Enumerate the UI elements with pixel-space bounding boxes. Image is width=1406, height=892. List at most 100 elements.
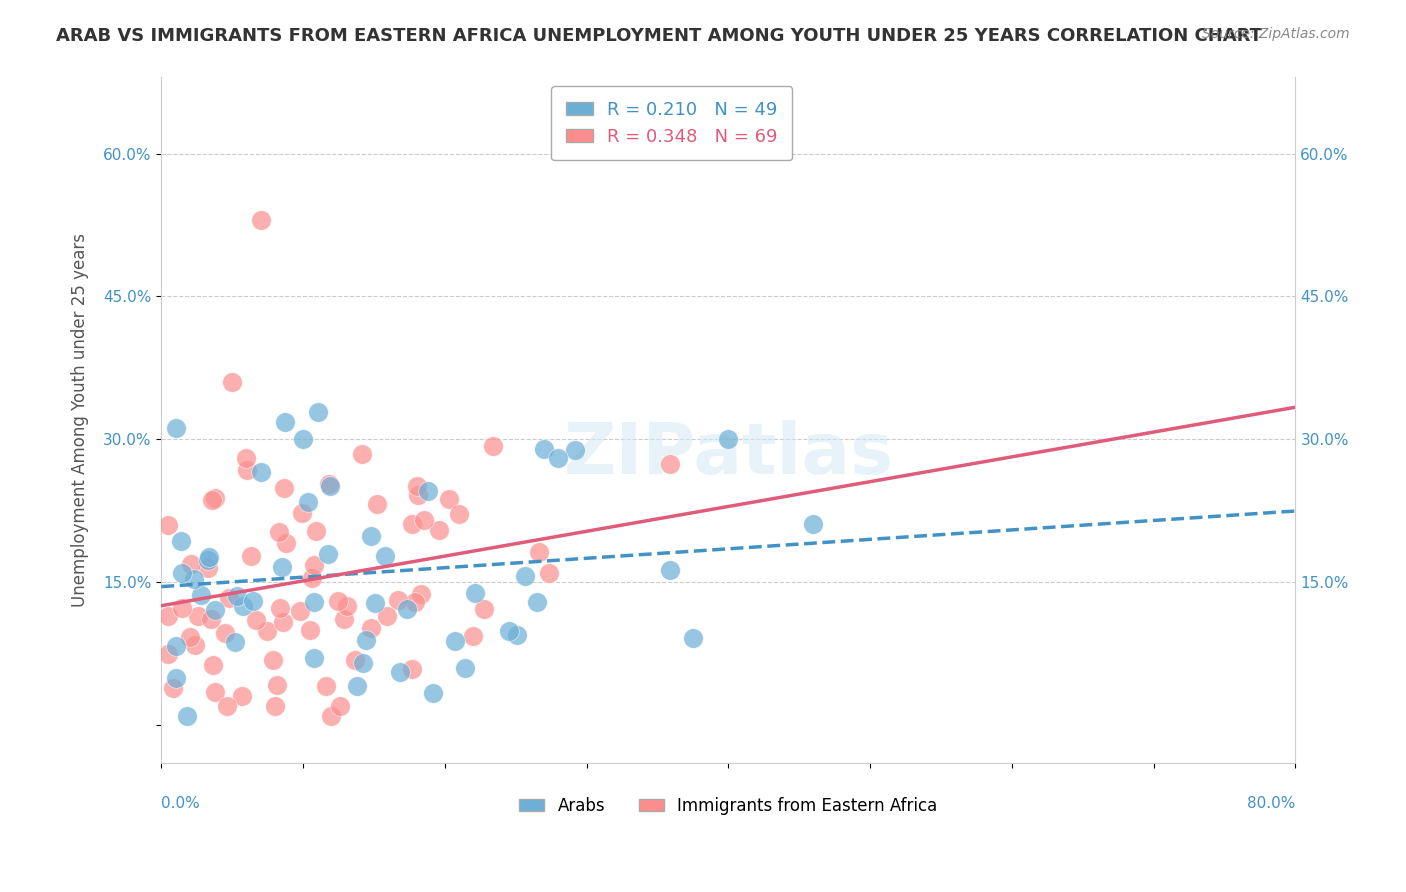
Point [162, 681, 184, 696]
Point [249, 213, 271, 227]
Point [416, 483, 439, 498]
Point [529, 544, 551, 558]
Point [291, 507, 314, 521]
Point [801, 517, 824, 532]
Point [498, 624, 520, 639]
Point [204, 685, 226, 699]
Point [176, 708, 198, 723]
Point [197, 561, 219, 575]
Point [406, 488, 429, 502]
Point [172, 600, 194, 615]
Point [659, 563, 682, 577]
Point [437, 491, 460, 506]
Point [444, 634, 467, 648]
Point [170, 533, 193, 548]
Point [364, 597, 387, 611]
Point [204, 602, 226, 616]
Point [263, 698, 285, 713]
Point [482, 439, 505, 453]
Point [422, 686, 444, 700]
Point [343, 653, 366, 667]
Point [218, 591, 240, 605]
Point [201, 492, 224, 507]
Point [262, 653, 284, 667]
Point [352, 657, 374, 671]
Point [187, 609, 209, 624]
Point [274, 536, 297, 550]
Point [375, 609, 398, 624]
Point [387, 593, 409, 607]
Point [183, 572, 205, 586]
Point [354, 633, 377, 648]
Point [292, 433, 315, 447]
Point [226, 589, 249, 603]
Point [411, 587, 433, 601]
Point [474, 601, 496, 615]
Point [461, 629, 484, 643]
Point [170, 566, 193, 581]
Point [180, 557, 202, 571]
Point [301, 571, 323, 585]
Point [319, 479, 342, 493]
Point [412, 513, 434, 527]
Point [202, 658, 225, 673]
Point [564, 442, 586, 457]
Point [328, 594, 350, 608]
Legend: Arabs, Immigrants from Eastern Africa: Arabs, Immigrants from Eastern Africa [512, 789, 946, 823]
Point [224, 634, 246, 648]
Point [307, 405, 329, 419]
Point [256, 624, 278, 638]
Point [360, 529, 382, 543]
Point [157, 518, 180, 533]
Point [319, 709, 342, 723]
Point [179, 630, 201, 644]
Point [297, 495, 319, 509]
Point [538, 566, 561, 581]
Point [215, 699, 238, 714]
Point [231, 689, 253, 703]
Point [515, 568, 537, 582]
Point [267, 525, 290, 540]
Point [350, 447, 373, 461]
Point [236, 463, 259, 477]
Point [447, 508, 470, 522]
Point [271, 560, 294, 574]
Point [165, 421, 187, 435]
Point [157, 648, 180, 662]
Point [266, 678, 288, 692]
Point [249, 466, 271, 480]
Point [235, 451, 257, 466]
Point [214, 626, 236, 640]
Point [271, 615, 294, 630]
Point [157, 609, 180, 624]
Point [682, 632, 704, 646]
Point [547, 451, 569, 466]
Point [197, 549, 219, 564]
Point [204, 491, 226, 505]
Point [526, 595, 548, 609]
Text: ZIPatlas: ZIPatlas [564, 420, 893, 489]
Point [302, 595, 325, 609]
Point [184, 638, 207, 652]
Point [302, 558, 325, 573]
Point [360, 620, 382, 634]
Point [333, 612, 356, 626]
Point [374, 549, 396, 563]
Point [242, 593, 264, 607]
Point [274, 415, 297, 429]
Point [190, 588, 212, 602]
Point [454, 661, 477, 675]
Y-axis label: Unemployment Among Youth under 25 years: Unemployment Among Youth under 25 years [72, 234, 89, 607]
Point [659, 457, 682, 471]
Point [269, 600, 291, 615]
Point [200, 612, 222, 626]
Point [366, 497, 388, 511]
Point [304, 650, 326, 665]
Point [717, 433, 740, 447]
Point [316, 547, 339, 561]
Text: 80.0%: 80.0% [1247, 796, 1295, 811]
Point [318, 476, 340, 491]
Point [298, 623, 321, 637]
Point [329, 698, 352, 713]
Point [165, 639, 187, 653]
